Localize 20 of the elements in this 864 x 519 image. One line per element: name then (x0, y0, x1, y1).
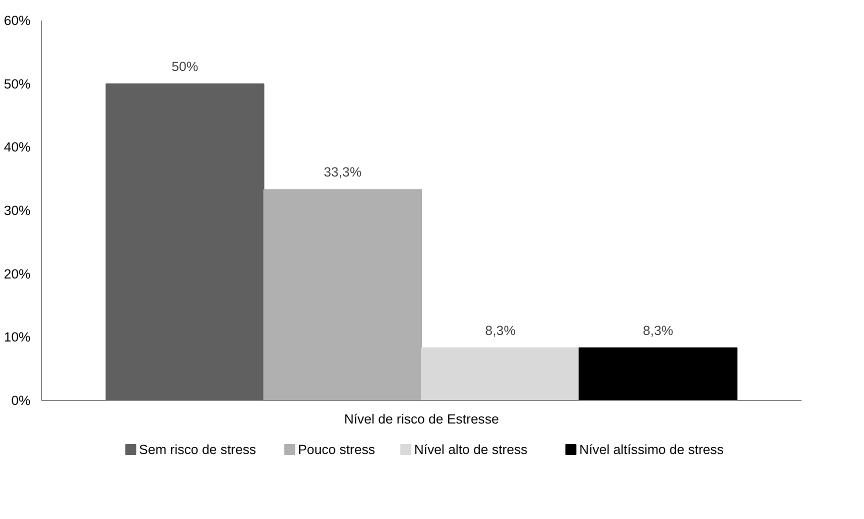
data-label: 8,3% (485, 322, 516, 338)
legend-label: Pouco stress (298, 442, 376, 457)
bar (106, 83, 264, 400)
y-tick-label: 30% (4, 203, 31, 218)
y-tick-label: 50% (4, 76, 31, 92)
x-tick-label: Nível de risco de Estresse (344, 412, 499, 426)
legend-label: Nível altíssimo de stress (579, 442, 724, 457)
legend-label: Sem risco de stress (139, 442, 256, 457)
bar (421, 347, 580, 400)
bar (578, 347, 738, 400)
data-label: 33,3% (324, 164, 362, 180)
bar (263, 189, 422, 400)
data-label: 50% (172, 58, 198, 74)
data-label: 8,3% (642, 322, 674, 338)
y-tick-label: 0% (11, 393, 31, 408)
y-tick-label: 10% (4, 330, 31, 345)
y-tick-label: 60% (4, 13, 31, 28)
y-tick-label: 40% (4, 140, 31, 155)
y-tick-label: 20% (4, 266, 31, 282)
legend-label: Nível alto de stress (414, 442, 528, 457)
